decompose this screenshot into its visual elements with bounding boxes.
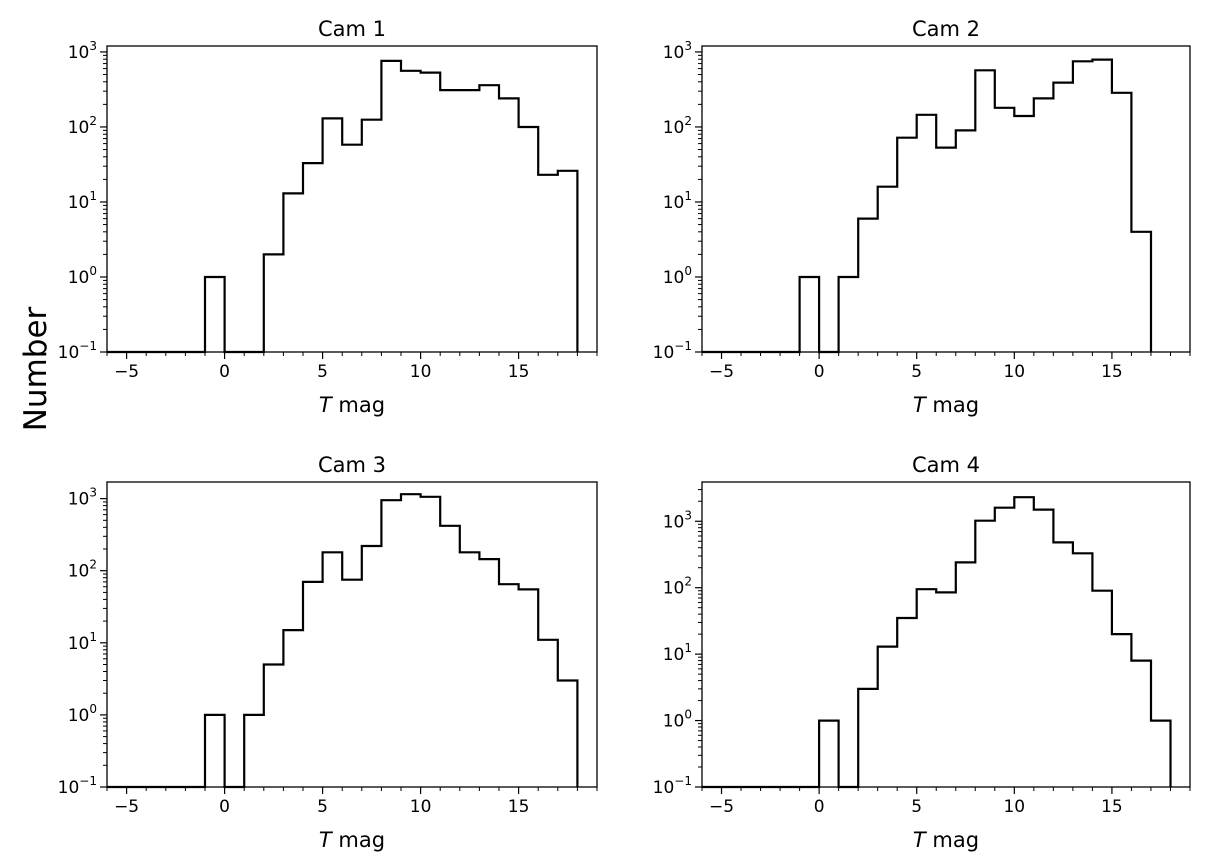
x-tick-label: 15	[508, 362, 530, 382]
y-tick-label: 102	[68, 114, 97, 138]
panel-cam-3: Cam 3 −5 0 5 10 15 103 102 101 100 10−1 T mag	[58, 453, 598, 852]
y-tick-label: 103	[663, 508, 692, 532]
y-tick-label: 10−1	[58, 774, 97, 798]
y-tick-label: 101	[663, 189, 692, 213]
x-tick-label: −5	[709, 362, 734, 382]
panel-cam-1: Cam 1 −5 0 5 10 15 103 102 101 100 10−1 T mag	[58, 17, 598, 417]
axes-frame	[106, 45, 598, 353]
y-tick-label: 100	[68, 264, 97, 288]
y-tick-label: 10−1	[653, 774, 692, 798]
histogram-series	[702, 58, 1153, 354]
figure-ylabel: Number	[18, 306, 54, 431]
x-tick-label: 0	[814, 362, 825, 382]
x-tick-label: −5	[709, 797, 734, 817]
x-axis-label: T mag	[913, 393, 979, 417]
histogram-series	[107, 493, 579, 789]
x-tick-label: 5	[911, 797, 922, 817]
y-tick-label: 100	[663, 708, 692, 732]
x-tick-label: 10	[1003, 797, 1025, 817]
y-tick-label: 100	[68, 702, 97, 726]
x-tick-label: 10	[1003, 362, 1025, 382]
histogram-series	[107, 59, 579, 354]
x-tick-label: 5	[911, 362, 922, 382]
y-tick-label: 103	[663, 39, 692, 63]
x-tick-label: 15	[1101, 797, 1123, 817]
y-tick-label: 101	[663, 641, 692, 665]
x-tick-label: −5	[114, 797, 139, 817]
histogram-series	[702, 496, 1172, 789]
x-axis-label: T mag	[319, 393, 385, 417]
axes-frame	[106, 481, 598, 788]
x-tick-label: 0	[814, 797, 825, 817]
x-tick-label: 5	[317, 362, 328, 382]
y-tick-label: 100	[663, 264, 692, 288]
y-tick-label: 102	[68, 558, 97, 582]
y-tick-label: 101	[68, 189, 97, 213]
panel-title: Cam 2	[912, 17, 980, 41]
axes-frame	[701, 45, 1191, 353]
y-tick-label: 103	[68, 486, 97, 510]
y-tick-label: 10−1	[58, 339, 97, 363]
x-tick-label: 0	[219, 797, 230, 817]
x-tick-label: 10	[410, 797, 432, 817]
y-tick-label: 102	[663, 114, 692, 138]
y-tick-label: 102	[663, 575, 692, 599]
x-tick-label: 0	[219, 362, 230, 382]
panel-title: Cam 1	[318, 17, 386, 41]
y-tick-label: 103	[68, 39, 97, 63]
x-axis-label: T mag	[319, 828, 385, 852]
x-tick-label: −5	[114, 362, 139, 382]
x-tick-label: 15	[508, 797, 530, 817]
panel-cam-2: Cam 2 −5 0 5 10 15 103 102 101 100 10−1 T mag	[653, 17, 1191, 417]
x-tick-label: 10	[410, 362, 432, 382]
x-axis-label: T mag	[913, 828, 979, 852]
x-tick-label: 5	[317, 797, 328, 817]
x-tick-label: 15	[1101, 362, 1123, 382]
panel-title: Cam 3	[318, 453, 386, 477]
y-tick-label: 10−1	[653, 339, 692, 363]
y-tick-label: 101	[68, 630, 97, 654]
panel-title: Cam 4	[912, 453, 980, 477]
panel-cam-4: Cam 4 −5 0 5 10 15 103 102 101 100 10−1 T mag	[653, 453, 1191, 852]
